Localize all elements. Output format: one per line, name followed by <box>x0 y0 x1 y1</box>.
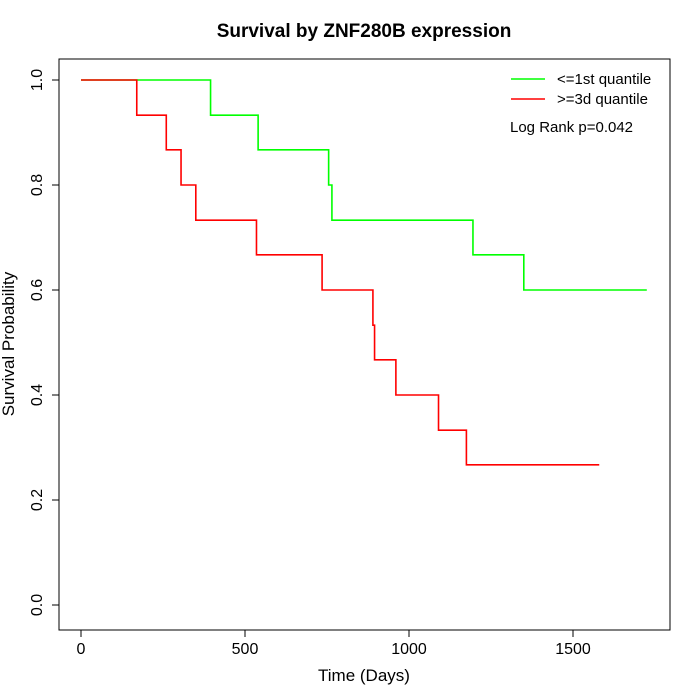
y-axis-label: Survival Probability <box>0 271 18 416</box>
y-axis: 0.0 0.2 0.4 0.6 0.8 1.0 <box>29 69 60 616</box>
legend-label: >=3d quantile <box>557 91 648 108</box>
x-axis: 0 500 1000 1500 <box>77 629 591 658</box>
legend-label: <=1st quantile <box>557 71 651 88</box>
chart-title: Survival by ZNF280B expression <box>217 21 512 42</box>
x-tick-label: 1000 <box>391 641 427 658</box>
series-line-0 <box>81 79 647 291</box>
y-tick-label: 0.4 <box>29 384 46 406</box>
legend: <=1st quantile >=3d quantile <box>511 71 651 108</box>
x-tick-label: 500 <box>232 641 259 658</box>
y-tick-label: 1.0 <box>29 69 46 91</box>
y-tick-label: 0.0 <box>29 594 46 616</box>
x-axis-label: Time (Days) <box>318 666 410 685</box>
y-tick-label: 0.8 <box>29 174 46 196</box>
y-tick-label: 0.2 <box>29 489 46 511</box>
x-tick-label: 1500 <box>555 641 591 658</box>
y-tick-label: 0.6 <box>29 279 46 301</box>
series-line-1 <box>81 79 600 466</box>
log-rank-annotation: Log Rank p=0.042 <box>510 119 633 136</box>
plot-frame <box>58 58 671 631</box>
x-tick-label: 0 <box>77 641 86 658</box>
series-layer <box>81 79 647 466</box>
